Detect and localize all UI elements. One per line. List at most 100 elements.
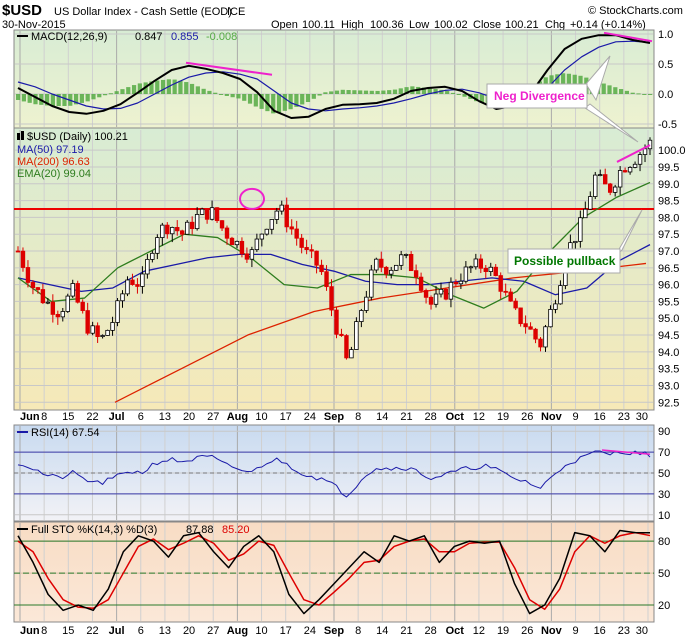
candle-body <box>249 249 255 260</box>
x-tick-label: 24 <box>304 625 316 637</box>
candle-body <box>115 300 120 323</box>
candle-body <box>289 226 294 230</box>
macd-histogram-bar <box>439 89 444 94</box>
macd-hist-value: -0.008 <box>206 31 237 43</box>
price-candle <box>573 240 578 250</box>
price-candle <box>617 166 623 195</box>
macd-histogram-bar <box>300 94 305 105</box>
y-tick-label: 100.0 <box>658 145 686 157</box>
macd-histogram-bar <box>369 90 374 94</box>
x-tick-label: 16 <box>594 625 606 637</box>
x-tick-label: 20 <box>183 411 195 423</box>
x-tick-label: 19 <box>497 411 509 423</box>
candle-body <box>443 288 449 300</box>
candle-body <box>603 174 608 185</box>
candle-body <box>518 307 523 325</box>
price-candle <box>60 307 65 322</box>
macd-histogram-bar <box>114 91 119 94</box>
macd-histogram-bar <box>230 94 235 98</box>
price-candle <box>478 254 484 274</box>
candle-body <box>612 186 618 193</box>
price-candle <box>518 307 523 327</box>
candle-body <box>60 311 65 318</box>
price-candle <box>493 264 498 277</box>
candle-body <box>523 323 528 328</box>
candle-body <box>418 276 424 291</box>
price-candle <box>364 290 369 314</box>
macd-histogram-bar <box>363 90 369 94</box>
price-candle <box>65 293 70 313</box>
price-candle <box>120 290 125 308</box>
y-tick-label: -0.5 <box>658 119 677 131</box>
y-tick-label: 70 <box>658 447 670 459</box>
x-tick-label: 15 <box>62 411 74 423</box>
macd-histogram-bar <box>50 94 55 106</box>
x-tick-label: 16 <box>594 411 606 423</box>
macd-histogram-bar <box>120 89 125 94</box>
macd-histogram-bar <box>236 94 241 99</box>
price-candle <box>150 250 155 263</box>
candle-body <box>160 224 165 238</box>
price-candle <box>443 287 449 301</box>
ma50-legend: MA(50) 97.19 <box>17 144 84 156</box>
price-candle <box>50 294 56 323</box>
price-candle <box>234 240 240 249</box>
candle-body <box>354 321 359 350</box>
x-tick-label: 27 <box>207 625 219 637</box>
price-candle <box>369 264 374 301</box>
x-tick-label: 20 <box>183 625 195 637</box>
price-candle <box>259 233 265 247</box>
macd-histogram-bar <box>189 83 195 94</box>
macd-histogram-bar <box>102 94 108 96</box>
price-candle <box>135 278 140 294</box>
price-candle <box>413 264 419 285</box>
macd-histogram-bar <box>462 94 467 97</box>
price-candle <box>95 322 100 343</box>
price-candle <box>433 286 439 308</box>
candle-body <box>120 293 125 302</box>
y-tick-label: 80 <box>658 536 670 548</box>
macd-histogram-bar <box>271 94 276 114</box>
candle-body <box>438 288 444 295</box>
price-candle <box>553 299 558 314</box>
ema20-legend: EMA(20) 99.04 <box>17 168 91 180</box>
candle-body <box>408 253 414 272</box>
macd-histogram-bar <box>613 87 618 94</box>
price-candle <box>483 265 488 279</box>
candle-body <box>294 228 299 239</box>
price-candle <box>632 161 638 169</box>
candle-body <box>15 250 21 253</box>
x-tick-label: 14 <box>376 625 388 637</box>
candle-body <box>55 313 61 318</box>
candle-body <box>403 253 409 256</box>
price-candle <box>125 276 130 297</box>
candle-body <box>642 148 648 155</box>
close-label: Close <box>473 19 501 31</box>
open-label: Open <box>271 19 298 31</box>
price-candle <box>184 220 190 235</box>
price-candle <box>408 251 414 272</box>
x-tick-label: 23 <box>618 625 630 637</box>
candle-body <box>145 259 150 275</box>
candle-body <box>364 296 369 311</box>
x-tick-label: 26 <box>521 625 533 637</box>
candle-body <box>274 210 279 220</box>
price-candle <box>209 200 215 221</box>
candle-body <box>617 170 623 188</box>
price-candle <box>180 229 185 241</box>
x-tick-label: 22 <box>86 411 98 423</box>
x-tick-label: Oct <box>446 625 465 637</box>
candle-body <box>20 250 26 268</box>
price-candle <box>269 219 274 235</box>
price-candle <box>304 239 309 255</box>
x-tick-label: 8 <box>41 411 47 423</box>
candle-body <box>224 227 230 239</box>
price-candle <box>548 305 553 328</box>
macd-histogram-bar <box>137 83 142 94</box>
x-tick-label: 8 <box>355 411 361 423</box>
candle-body <box>65 295 70 312</box>
macd-histogram-bar <box>242 94 247 101</box>
price-candle <box>583 201 588 219</box>
y-tick-label: 30 <box>658 489 670 501</box>
neg-divergence-text: Neg Divergence <box>494 89 585 103</box>
